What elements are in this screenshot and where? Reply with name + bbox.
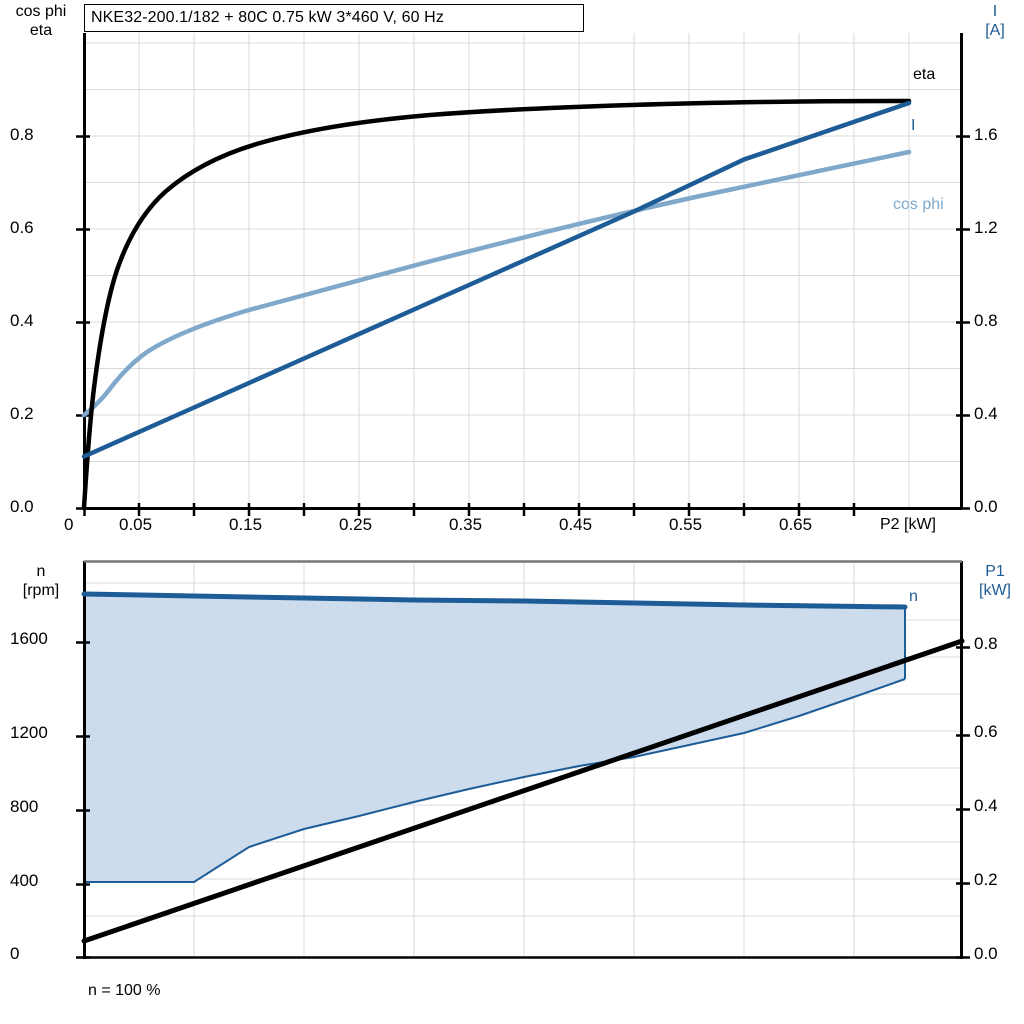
bottom-left-axis-name: n [rpm] [2, 562, 80, 600]
speed-range-band [84, 594, 905, 882]
bottom-right-axis-name-line2: [kW] [979, 582, 1011, 599]
bottom-chart-left-tickmarks [76, 641, 90, 959]
bottom-left-tick-0: 0 [10, 944, 20, 963]
top-chart-vertical-gridlines [138, 33, 910, 508]
top-left-tick-1: 0.2 [10, 404, 34, 423]
bottom-chart-axes [83, 560, 963, 959]
top-x-tick-6: 0.55 [669, 515, 703, 534]
eta-curve [81, 98, 912, 511]
top-x-tick-3: 0.25 [339, 515, 373, 534]
bottom-right-tick-0: 0.0 [974, 944, 998, 963]
chart-title-box: NKE32-200.1/182 + 80C 0.75 kW 3*460 V, 6… [84, 4, 584, 32]
bottom-left-axis-name-line2: [rpm] [22, 582, 60, 599]
bottom-right-tick-4: 0.8 [974, 634, 998, 653]
top-right-tick-0: 0.0 [974, 497, 998, 516]
top-x-tick-0: 0 [64, 515, 74, 534]
curve-label-cosphi: cos phi [893, 196, 944, 213]
bottom-chart-plot [76, 560, 970, 959]
top-left-tick-2: 0.4 [10, 311, 34, 330]
top-left-tick-3: 0.6 [10, 218, 34, 237]
bottom-chart-right-tickmarks [956, 646, 970, 959]
top-chart-plot [76, 33, 970, 516]
bottom-right-tick-2: 0.4 [974, 796, 998, 815]
top-x-tick-2: 0.15 [229, 515, 263, 534]
bottom-right-tick-3: 0.6 [974, 722, 998, 741]
top-right-tick-2: 0.8 [974, 311, 998, 330]
footer-note: n = 100 % [88, 982, 161, 999]
speed-curve [81, 591, 908, 610]
top-left-tick-4: 0.8 [10, 125, 34, 144]
top-chart-right-tickmarks [956, 135, 970, 510]
top-right-tick-4: 1.6 [974, 125, 998, 144]
speed-range-band-lower-edge [84, 678, 906, 883]
bottom-left-tick-4: 1600 [10, 629, 48, 648]
top-left-tick-0: 0.0 [10, 497, 34, 516]
top-left-axis-name-line2: eta [29, 22, 53, 39]
top-x-tick-5: 0.45 [559, 515, 593, 534]
top-right-tick-1: 0.4 [974, 404, 998, 423]
top-left-axis-name: cos phi eta [2, 2, 80, 40]
top-right-axis-name-line2: [A] [985, 22, 1005, 39]
top-left-axis-name-line1: cos phi [15, 3, 67, 20]
p1-curve [81, 638, 965, 944]
top-x-tick-4: 0.35 [449, 515, 483, 534]
top-right-axis-name: I [A] [968, 2, 1022, 40]
bottom-left-axis-name-line1: n [36, 563, 46, 580]
top-x-tick-1: 0.05 [119, 515, 153, 534]
bottom-left-tick-3: 1200 [10, 723, 48, 742]
curve-label-eta: eta [913, 66, 936, 83]
top-chart-axes [83, 33, 963, 510]
top-right-axis-name-line1: I [992, 3, 998, 20]
cosphi-curve [81, 149, 912, 418]
bottom-right-axis-name-line1: P1 [985, 563, 1005, 580]
bottom-left-tick-2: 800 [10, 797, 39, 816]
current-curve [81, 100, 912, 459]
curve-label-current: I [911, 117, 916, 134]
top-x-axis-name: P2 [kW] [879, 516, 936, 533]
top-x-tick-7: 0.65 [779, 515, 813, 534]
top-right-tick-3: 1.2 [974, 218, 998, 237]
top-chart-horizontal-gridlines [84, 42, 962, 462]
page-title: NKE32-200.1/182 + 80C 0.75 kW 3*460 V, 6… [91, 9, 444, 26]
bottom-left-tick-1: 400 [10, 871, 39, 890]
bottom-right-tick-1: 0.2 [974, 870, 998, 889]
curve-label-speed: n [909, 588, 918, 605]
bottom-right-axis-name: P1 [kW] [968, 562, 1022, 600]
